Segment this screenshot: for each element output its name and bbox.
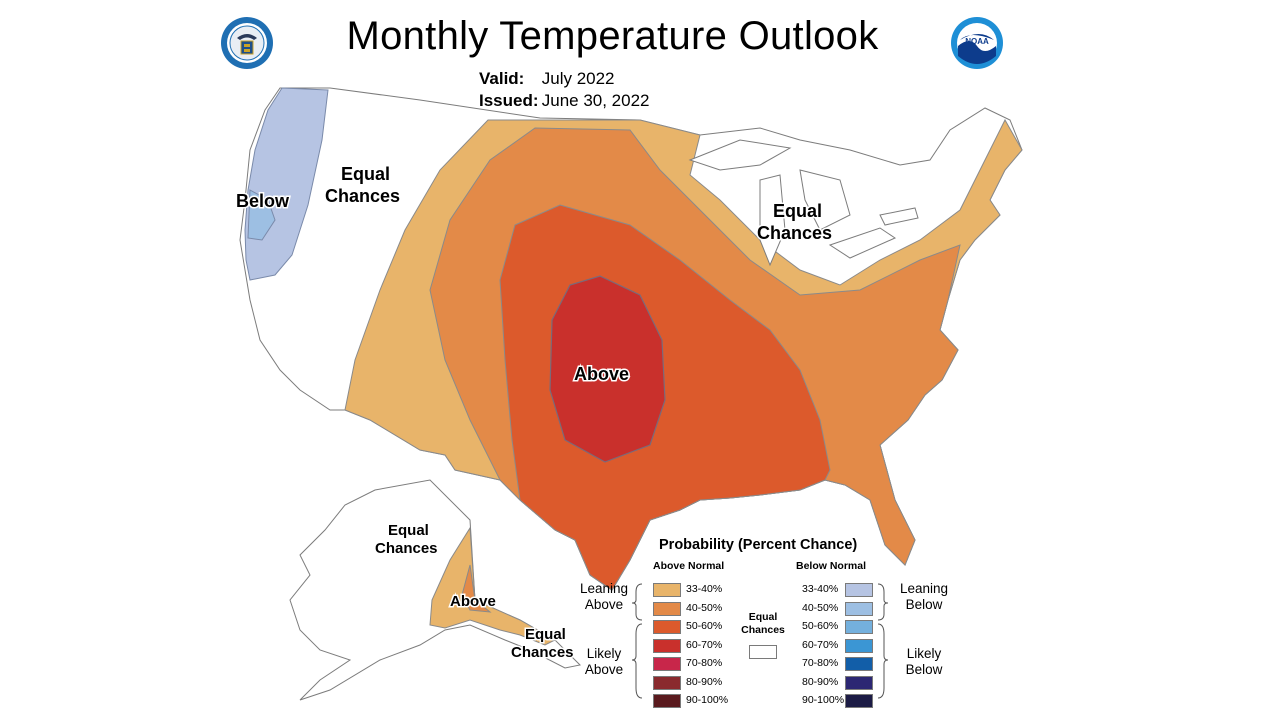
legend-above-swatch (653, 694, 681, 708)
legend-below-swatch (845, 657, 873, 671)
legend-above-swatch-label: 90-100% (686, 694, 729, 706)
legend-leaning-below-line1: Leaning (899, 581, 949, 596)
noaa-logo-icon: NOAA (951, 17, 1003, 69)
lake-superior (688, 139, 792, 171)
valid-value: July 2022 (541, 69, 615, 88)
alaska-33-40-above (429, 526, 557, 646)
legend-above-swatch-label: 60-70% (686, 638, 723, 651)
legend-below-swatch-label: 70-80% (802, 657, 839, 669)
page-title: Monthly Temperature Outlook (346, 14, 879, 58)
legend-above-swatch (653, 675, 681, 690)
issued-line: Issued: June 30, 2022 (479, 91, 650, 111)
label-above: Above (574, 364, 629, 384)
lake-ontario (879, 207, 919, 226)
legend-below-swatch-label: 60-70% (802, 638, 839, 651)
label-ak-above: Above (450, 593, 496, 610)
label-equal-lakes-2: Chances (757, 223, 832, 243)
legend-leaning-below-line2: Below (905, 597, 943, 612)
legend-likely-above-line2: Above (584, 662, 624, 677)
valid-line: Valid: July 2022 (479, 69, 615, 89)
region-60-70-above (549, 275, 666, 463)
legend-below-swatch-label: 80-90% (802, 675, 839, 688)
label-equal-west-2: Chances (325, 186, 400, 206)
legend-leaning-above-line2: Above (584, 597, 624, 612)
legend-equal-chances: Equal Chances (735, 611, 791, 637)
lake-michigan (759, 174, 786, 267)
legend-above-swatch (653, 638, 681, 653)
legend-above-header: Above Normal (653, 560, 725, 572)
commerce-seal-icon (221, 17, 273, 69)
legend-above-swatch (653, 620, 681, 634)
legend-below-swatch (845, 694, 873, 708)
legend-below-swatch (845, 583, 873, 597)
legend-equal-swatch (749, 645, 777, 659)
legend-below-swatch-label: 50-60% (802, 620, 839, 632)
legend-below-swatch (845, 638, 873, 653)
svg-text:NOAA: NOAA (965, 37, 989, 46)
legend-below-swatch (845, 620, 873, 634)
legend-below-braces (877, 583, 889, 699)
legend-equal-line1: Equal (748, 611, 778, 623)
legend-below-swatch-label: 33-40% (802, 583, 839, 595)
legend-below-swatch (845, 675, 873, 690)
alaska-40-50-above (461, 564, 492, 613)
label-below: Below (236, 191, 290, 211)
legend-below-swatch-label: 40-50% (802, 601, 839, 614)
label-equal-west-1: Equal (341, 164, 390, 184)
label-ak-equal-s-2: Chances (511, 644, 574, 661)
legend-leaning-above-line1: Leaning (579, 581, 629, 596)
legend-likely-below: Likely Below (892, 646, 956, 678)
legend-above-swatch-label: 80-90% (686, 675, 723, 688)
label-ak-equal-1: Equal (388, 522, 429, 539)
legend-above-swatch-label: 33-40% (686, 583, 723, 595)
legend-below-header: Below Normal (796, 560, 867, 572)
lake-erie (828, 227, 897, 259)
legend-leaning-above: Leaning Above (575, 581, 633, 613)
legend-below-swatch-label: 90-100% (802, 694, 845, 706)
legend-above-braces (631, 583, 643, 699)
legend-above-swatch-label: 70-80% (686, 657, 723, 669)
region-40-50-below (247, 189, 276, 241)
legend-likely-below-line1: Likely (906, 646, 942, 661)
legend-above-swatch (653, 657, 681, 671)
issued-label: Issued: (479, 91, 539, 110)
lake-huron (799, 169, 851, 231)
legend-likely-below-line2: Below (905, 662, 943, 677)
legend-above-swatch-label: 50-60% (686, 620, 723, 632)
legend-title: Probability (Percent Chance) (659, 537, 858, 553)
label-ak-equal-2: Chances (375, 540, 438, 557)
legend-above-swatch-label: 40-50% (686, 601, 723, 614)
legend-likely-above: Likely Above (575, 646, 633, 678)
legend-below-swatch (845, 601, 873, 616)
issued-value: June 30, 2022 (541, 91, 650, 110)
label-ak-equal-s-1: Equal (525, 626, 566, 643)
legend-above-swatch (653, 601, 681, 616)
valid-label: Valid: (479, 69, 525, 88)
label-equal-lakes-1: Equal (773, 201, 822, 221)
legend-leaning-below: Leaning Below (892, 581, 956, 613)
legend-above-swatch (653, 583, 681, 597)
legend-equal-line2: Chances (741, 624, 785, 636)
legend-likely-above-line1: Likely (586, 646, 622, 661)
